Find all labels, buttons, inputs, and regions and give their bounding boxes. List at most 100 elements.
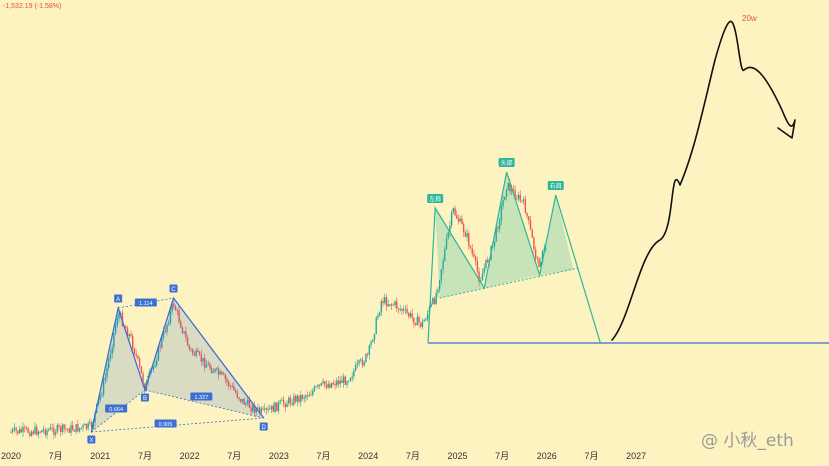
candle-body: [437, 289, 439, 293]
candle-body: [289, 397, 292, 404]
candle-body: [466, 233, 468, 237]
harmonic-pattern: X A B C D 0.664 1.114 1.327 0.905: [87, 284, 268, 444]
candle-body: [36, 426, 38, 435]
candle-body: [135, 353, 137, 356]
candle-body: [324, 381, 326, 385]
pattern-bd: [144, 389, 264, 419]
candle-body: [113, 333, 115, 348]
candle-body: [120, 312, 122, 314]
projection-path: [611, 20, 796, 341]
candle-body: [157, 346, 160, 361]
candle-body: [294, 396, 297, 402]
candle-body: [411, 313, 413, 318]
candle-body: [293, 396, 295, 405]
candle-body: [500, 206, 503, 221]
candle-body: [37, 431, 40, 435]
candle-body: [315, 386, 317, 388]
candle-body: [450, 211, 453, 226]
candle-body: [30, 431, 33, 437]
watermark-text: @ 小秋_eth: [701, 431, 794, 451]
x-tick-label: 2025: [447, 451, 467, 461]
candle-body: [168, 322, 170, 325]
candle-body: [140, 366, 143, 374]
pattern-xb: [91, 389, 146, 433]
candle-body: [404, 308, 407, 310]
candle-body: [459, 218, 461, 222]
candle-body: [461, 218, 463, 225]
candle-body: [87, 423, 89, 429]
candle-body: [99, 395, 101, 401]
candle-body: [238, 397, 240, 400]
candle-body: [385, 297, 388, 307]
candle-body: [260, 408, 263, 413]
candle-body: [291, 403, 293, 405]
hs-point-label: 右肩: [550, 182, 562, 190]
candle-body: [174, 306, 177, 311]
candle-body: [366, 353, 369, 355]
hs-point-label: 左肩: [429, 195, 441, 203]
candle-body: [536, 258, 539, 259]
candle-body: [349, 377, 352, 381]
x-tick-label: 7月: [495, 451, 509, 461]
candle-body: [56, 425, 58, 433]
candle-body: [27, 428, 29, 433]
candle-body: [509, 182, 511, 192]
candle-body: [214, 368, 216, 372]
candle-body: [106, 368, 108, 378]
candle-body: [303, 397, 305, 399]
candle-body: [305, 395, 307, 398]
candle-body: [13, 427, 16, 430]
candle-body: [169, 311, 172, 323]
candle-body: [109, 354, 112, 360]
candle-body: [341, 380, 343, 383]
candle-body: [270, 405, 273, 410]
candle-body: [346, 381, 348, 385]
candle-body: [284, 403, 287, 408]
hs-point-badge: [547, 181, 564, 190]
candle-body: [505, 189, 508, 197]
hs-point-badge: [498, 158, 515, 167]
candle-body: [300, 394, 302, 402]
candle-body: [418, 316, 420, 323]
candle-body: [154, 365, 156, 367]
candle-body: [186, 337, 189, 346]
pattern-ratio-label: 0.905: [159, 422, 173, 428]
candle-body: [70, 425, 72, 433]
pattern-point-badge: [169, 284, 178, 293]
candle-body: [308, 394, 311, 397]
candle-body: [255, 408, 257, 413]
candle-body: [330, 383, 333, 388]
candle-body: [132, 336, 134, 349]
candle-body: [61, 424, 64, 432]
candle-body: [245, 403, 247, 405]
candle-body: [368, 345, 371, 355]
candle-body: [68, 428, 70, 433]
candle-body: [82, 425, 84, 428]
candle-body: [334, 384, 336, 386]
candle-body: [34, 426, 36, 434]
candle-body: [200, 354, 203, 362]
candle-body: [445, 238, 448, 250]
candle-body: [420, 322, 422, 327]
candle-body: [301, 394, 304, 399]
hs-point-badge: [427, 194, 444, 203]
candle-body: [387, 304, 389, 307]
candle-body: [438, 280, 441, 290]
candle-body: [114, 325, 117, 334]
x-tick-label: 7月: [584, 451, 598, 461]
candle-body: [498, 220, 501, 229]
candle-body: [171, 303, 173, 312]
candle-body: [202, 357, 204, 362]
candle-body: [217, 368, 220, 375]
candle-body: [111, 347, 113, 355]
candle-body: [130, 334, 132, 337]
projection-layer: 20w: [611, 14, 796, 341]
candle-body: [277, 402, 280, 412]
candle-body: [370, 341, 372, 346]
candle-body: [296, 395, 299, 402]
pattern-point-label: X: [89, 438, 93, 444]
candle-body: [351, 376, 353, 378]
candle-body: [231, 385, 233, 387]
